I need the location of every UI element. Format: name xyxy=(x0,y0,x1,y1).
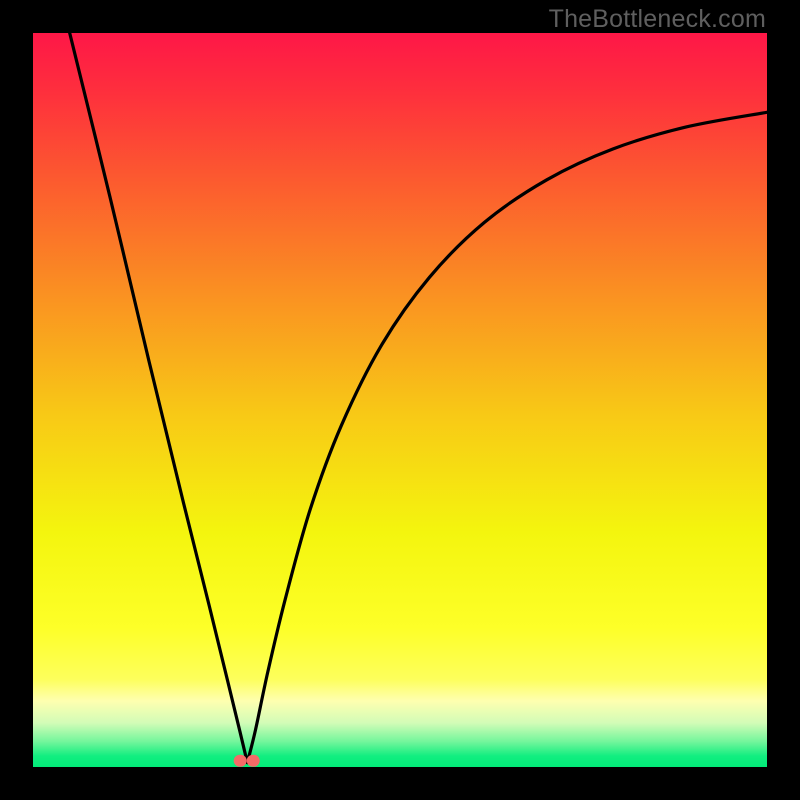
watermark-text: TheBottleneck.com xyxy=(549,5,766,34)
curve-right-branch xyxy=(247,112,767,762)
bottleneck-curve-svg xyxy=(33,33,767,767)
vertex-marker-2 xyxy=(247,754,260,767)
vertex-marker-1 xyxy=(234,754,247,767)
chart-plot-area xyxy=(33,33,767,767)
curve-left-branch xyxy=(70,33,248,763)
